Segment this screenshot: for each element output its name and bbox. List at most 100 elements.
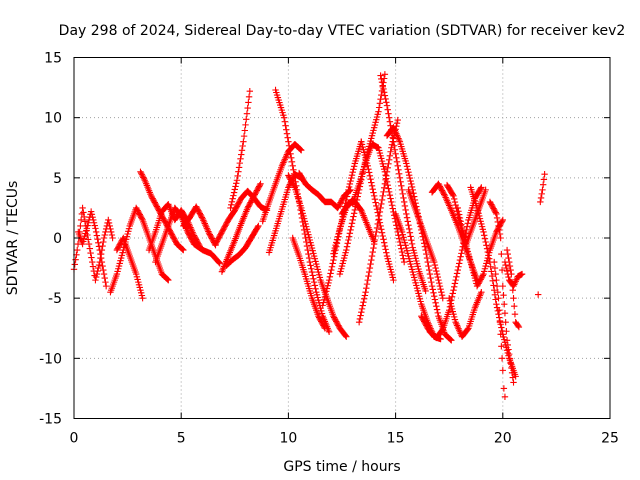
data-point xyxy=(342,332,349,339)
data-point xyxy=(357,312,364,319)
data-point xyxy=(381,168,389,176)
data-point xyxy=(280,114,288,121)
data-point xyxy=(297,146,304,153)
data-point xyxy=(451,198,459,206)
axis-ticks xyxy=(73,57,611,419)
data-point xyxy=(97,250,104,258)
data-point xyxy=(378,196,386,204)
data-point xyxy=(477,185,484,192)
data-point xyxy=(395,166,402,174)
data-point xyxy=(320,299,327,306)
data-point xyxy=(436,282,444,290)
data-point xyxy=(498,324,505,331)
data-point xyxy=(508,369,516,376)
data-point xyxy=(351,206,359,214)
data-point xyxy=(451,195,458,203)
grid-lines xyxy=(74,57,610,419)
data-point xyxy=(80,213,88,221)
data-point xyxy=(72,256,79,263)
data-point xyxy=(537,198,544,206)
data-point xyxy=(164,276,171,283)
data-point xyxy=(498,343,505,350)
data-point xyxy=(138,171,146,178)
data-point xyxy=(92,225,99,232)
data-point xyxy=(430,289,437,297)
series-arc-02 xyxy=(75,208,110,290)
data-point xyxy=(90,216,97,224)
data-point xyxy=(105,219,113,227)
data-point xyxy=(389,205,396,212)
data-point xyxy=(305,250,312,258)
data-point xyxy=(504,250,512,258)
data-point xyxy=(434,309,441,317)
series-arc-01 xyxy=(70,204,116,284)
data-point xyxy=(438,327,446,334)
data-point xyxy=(71,261,79,268)
data-point xyxy=(385,188,393,196)
data-point xyxy=(390,138,397,145)
data-point xyxy=(454,266,461,274)
data-point xyxy=(102,228,109,236)
data-point xyxy=(387,148,394,155)
data-point xyxy=(500,385,508,392)
data-point xyxy=(407,177,414,185)
data-point xyxy=(514,322,522,330)
data-point xyxy=(85,236,92,243)
data-point xyxy=(395,232,402,239)
data-point xyxy=(431,296,439,303)
data-point xyxy=(304,246,311,254)
data-point xyxy=(433,270,441,278)
series-arc-37 xyxy=(486,198,517,386)
data-point xyxy=(453,273,460,280)
data-point xyxy=(433,302,440,310)
data-point xyxy=(486,255,493,262)
data-point xyxy=(385,110,392,117)
data-point xyxy=(402,206,409,214)
data-point xyxy=(494,288,501,296)
data-point xyxy=(95,243,103,250)
data-point xyxy=(92,276,99,284)
data-point xyxy=(375,108,382,115)
data-point xyxy=(306,258,314,266)
data-point xyxy=(230,192,237,199)
data-point xyxy=(77,222,84,230)
data-point xyxy=(424,258,431,266)
data-point xyxy=(392,150,399,157)
data-point xyxy=(380,239,388,246)
data-point xyxy=(140,174,147,181)
data-point xyxy=(290,166,297,174)
data-point xyxy=(350,163,358,170)
data-point xyxy=(430,292,438,300)
data-point xyxy=(139,294,146,302)
data-point xyxy=(374,209,381,216)
data-point xyxy=(365,165,372,173)
data-point xyxy=(368,182,376,190)
data-point xyxy=(305,254,313,262)
data-point xyxy=(405,221,412,229)
data-point xyxy=(501,300,508,308)
x-tick-label: 15 xyxy=(387,431,405,447)
data-point xyxy=(437,285,444,293)
data-point xyxy=(365,272,372,280)
data-point xyxy=(506,262,514,270)
data-point xyxy=(380,184,388,192)
data-point xyxy=(89,213,96,221)
data-point xyxy=(457,253,464,260)
data-point xyxy=(432,299,439,307)
data-point xyxy=(410,193,418,200)
data-point xyxy=(361,292,369,299)
data-point xyxy=(512,373,519,380)
data-point xyxy=(375,104,383,111)
data-point xyxy=(92,228,100,236)
data-point xyxy=(85,219,92,226)
data-point xyxy=(376,100,384,107)
data-point xyxy=(438,288,445,296)
data-point xyxy=(323,288,330,295)
data-point xyxy=(452,276,459,284)
data-point xyxy=(373,202,380,210)
data-point xyxy=(500,291,507,299)
data-point xyxy=(493,276,500,284)
data-point xyxy=(310,275,317,282)
data-point xyxy=(335,227,343,235)
data-point xyxy=(371,196,379,203)
